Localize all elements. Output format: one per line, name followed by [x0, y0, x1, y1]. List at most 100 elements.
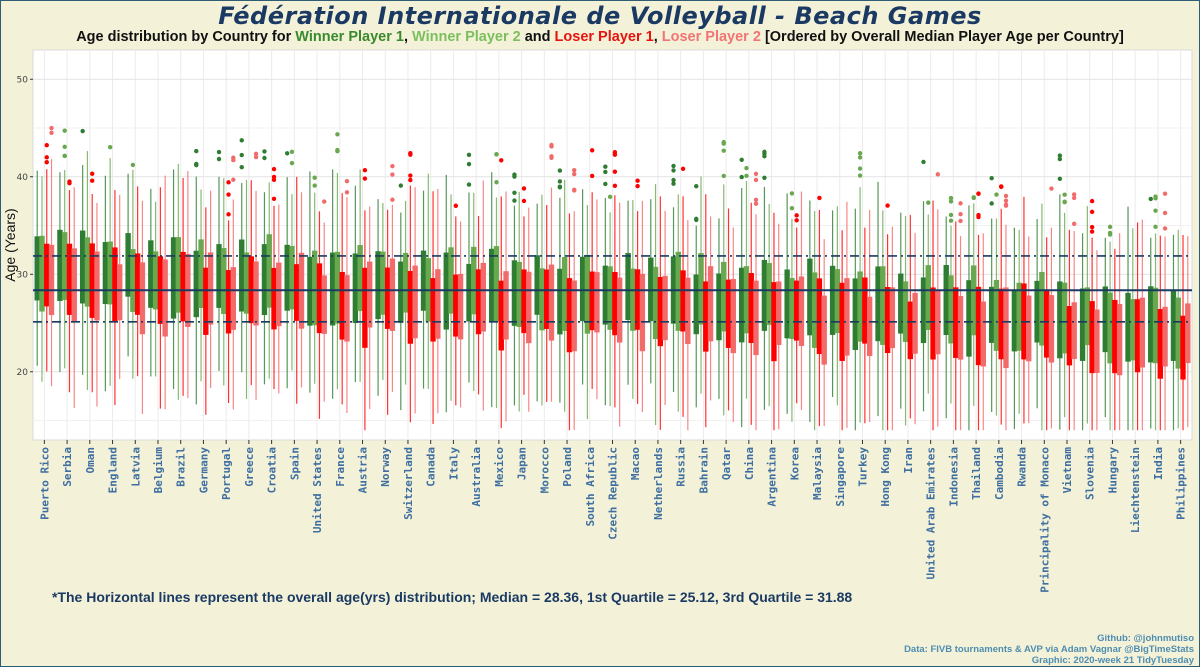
loser-player-1-box [339, 271, 345, 340]
loser-player-1-outlier [1089, 224, 1095, 230]
winner-player-1-outlier [239, 138, 244, 143]
loser-player-1-outlier [999, 184, 1004, 189]
winner-player-2-box [652, 266, 659, 340]
loser-player-1-outlier [226, 192, 231, 197]
loser-player-1-outlier [976, 191, 981, 196]
loser-player-1-outlier [499, 158, 504, 163]
loser-player-1-box [1157, 309, 1163, 379]
loser-player-2-outlier [572, 187, 577, 192]
loser-player-2-box [798, 276, 805, 346]
loser-player-1-outlier [67, 181, 72, 186]
winner-player-2-box [471, 246, 477, 315]
loser-player-2-outlier [1162, 191, 1168, 196]
country-boxes-argentina [761, 149, 782, 431]
loser-player-1-box [521, 269, 527, 334]
country-boxes-morocco [534, 142, 555, 406]
winner-player-1-outlier [989, 175, 994, 181]
country-boxes-england [102, 145, 123, 406]
winner-player-2-outlier [948, 212, 954, 218]
x-tick-label: Argentina [766, 447, 779, 507]
loser-player-2-box [457, 273, 464, 340]
loser-player-1-box [89, 243, 95, 318]
winner-player-1-outlier [739, 157, 744, 163]
loser-player-2-box [594, 272, 600, 333]
loser-player-2-outlier [253, 154, 259, 160]
winner-player-1-box [966, 280, 972, 357]
winner-player-1-box [420, 250, 427, 311]
winner-player-2-box [448, 247, 454, 314]
winner-player-1-outlier [466, 152, 472, 158]
loser-player-2-box [889, 287, 896, 349]
loser-player-1-outlier [589, 148, 595, 153]
loser-player-1-outlier [89, 171, 95, 176]
winner-player-1-outlier [466, 161, 472, 167]
country-boxes-india [1148, 191, 1168, 431]
winner-player-2-box [698, 253, 704, 325]
x-tick-label: Liechtenstein [1129, 447, 1142, 533]
loser-player-2-box [980, 301, 986, 367]
winner-player-1-outlier [512, 174, 517, 179]
loser-player-1-outlier [521, 186, 527, 191]
winner-player-2-outlier [721, 173, 726, 179]
winner-player-1-outlier [694, 183, 699, 189]
loser-player-1-outlier [817, 195, 822, 201]
winner-player-1-box [1011, 289, 1018, 352]
country-boxes-philippines [1170, 229, 1191, 431]
x-tick-label: Singapore [834, 447, 847, 507]
loser-player-1-box [225, 270, 232, 334]
y-tick-label: 40 [17, 173, 29, 183]
loser-player-2-box [366, 261, 373, 328]
winner-player-1-box [216, 244, 222, 308]
x-tick-label: Italy [447, 447, 460, 480]
winner-player-1-box [602, 265, 609, 325]
loser-player-2-box [230, 267, 237, 330]
x-tick-label: Canada [425, 447, 438, 487]
loser-player-1-box [953, 287, 959, 358]
winner-player-1-outlier [671, 168, 676, 173]
loser-player-1-box [180, 251, 186, 322]
winner-player-1-box [875, 266, 881, 342]
winner-player-1-outlier [216, 156, 222, 162]
loser-player-2-box [1094, 309, 1100, 373]
country-boxes-malaysia [807, 195, 827, 431]
country-boxes-macao [625, 178, 646, 413]
winner-player-2-box [948, 275, 954, 344]
winner-player-1-outlier [1148, 196, 1153, 202]
x-tick-label: Morocco [538, 447, 551, 494]
loser-player-2-box [71, 248, 77, 322]
winner-player-1-box [329, 252, 336, 326]
winner-player-1-box [466, 263, 472, 322]
winner-player-1-box [761, 259, 768, 331]
winner-player-1-outlier [603, 181, 608, 187]
loser-player-1-box [112, 247, 118, 322]
winner-player-2-outlier [857, 166, 863, 171]
loser-player-2-box [162, 259, 168, 337]
country-boxes-australia [466, 152, 486, 411]
winner-player-2-box [311, 250, 318, 326]
winner-player-2-box [1039, 272, 1045, 346]
loser-player-2-outlier [322, 199, 327, 204]
loser-player-2-outlier [1003, 198, 1009, 203]
loser-player-2-box [685, 277, 691, 344]
winner-player-2-outlier [721, 148, 726, 153]
loser-player-1-box [362, 267, 368, 348]
country-boxes-liechtenstein [1125, 206, 1146, 431]
x-tick-label: Hungary [1106, 447, 1119, 494]
winner-player-1-outlier [739, 174, 744, 180]
loser-player-2-box [1139, 297, 1146, 368]
winner-player-1-box [1079, 288, 1086, 361]
loser-player-1-outlier [612, 183, 618, 189]
loser-player-2-outlier [958, 211, 963, 217]
loser-player-1-box [930, 287, 936, 360]
loser-player-1-outlier [271, 177, 277, 183]
x-tick-label: Austria [357, 447, 370, 493]
winner-player-2-box [130, 249, 136, 312]
winner-player-1-outlier [671, 177, 676, 183]
loser-player-2-outlier [390, 163, 395, 169]
winner-player-2-box [721, 261, 727, 332]
loser-player-2-box [344, 275, 350, 342]
loser-player-1-outlier [408, 177, 413, 183]
loser-player-1-outlier [1089, 198, 1095, 204]
x-tick-label: Poland [561, 447, 574, 487]
winner-player-1-outlier [671, 163, 676, 169]
